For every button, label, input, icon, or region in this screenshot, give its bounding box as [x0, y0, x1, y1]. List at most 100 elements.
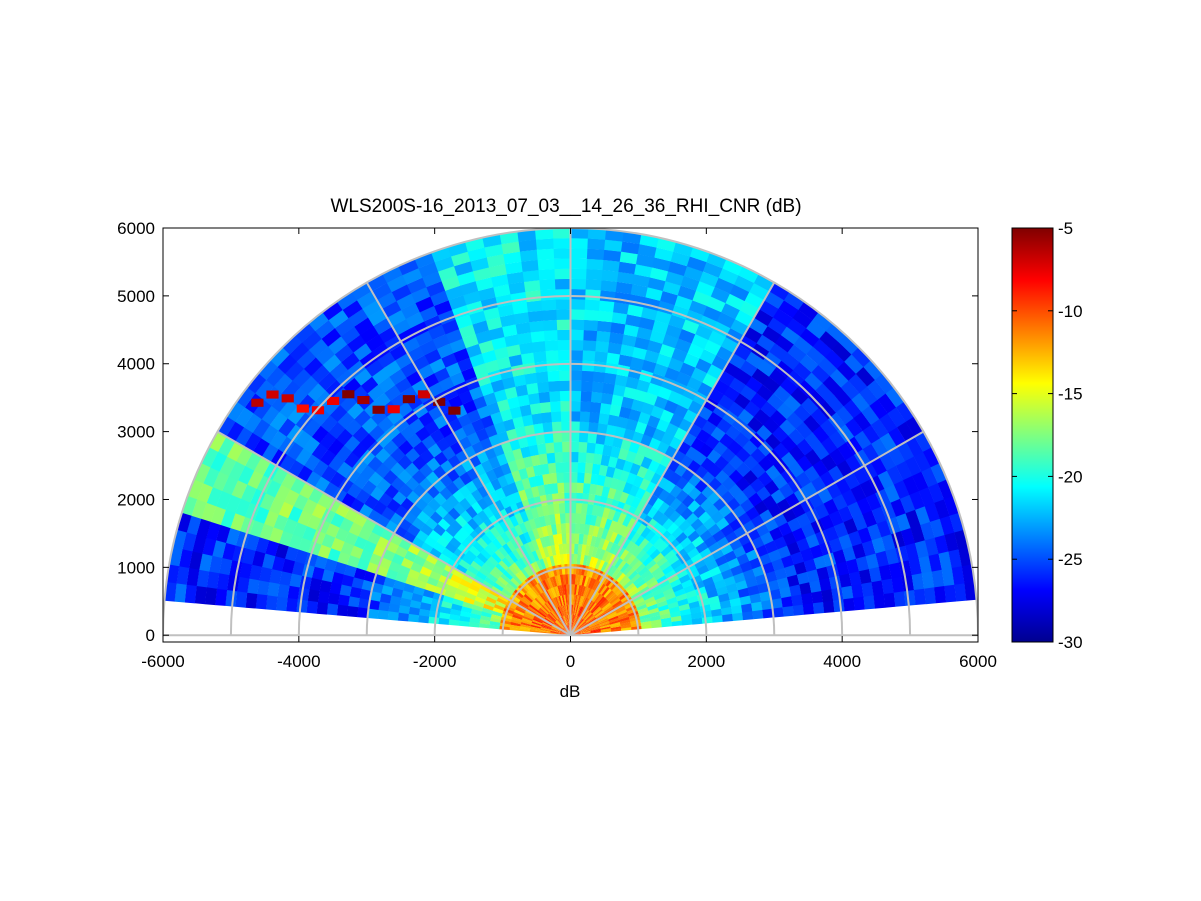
cnr-cell	[440, 352, 458, 368]
cnr-cell	[484, 424, 498, 438]
cnr-cell	[938, 550, 952, 570]
cnr-cell	[563, 615, 568, 626]
cnr-cell	[528, 320, 544, 333]
cnr-cell	[246, 470, 264, 490]
cnr-cell	[822, 600, 835, 613]
cnr-cell	[821, 588, 834, 602]
cnr-cell	[346, 334, 366, 354]
cnr-cell	[645, 559, 657, 570]
x-tick-label: 4000	[823, 652, 861, 671]
cnr-cell	[780, 435, 797, 452]
cnr-cell	[600, 561, 609, 572]
cnr-cell	[679, 275, 700, 291]
cnr-cell	[580, 596, 587, 607]
cnr-cell	[575, 605, 580, 616]
cnr-cell	[617, 354, 633, 367]
cnr-cell	[659, 290, 678, 306]
cnr-cell	[867, 522, 882, 541]
cnr-cell	[600, 454, 611, 467]
cnr-cell	[913, 450, 931, 472]
cnr-cell	[532, 351, 547, 363]
cnr-cell	[472, 541, 485, 553]
cnr-cell	[580, 544, 587, 555]
cnr-cell	[550, 628, 561, 633]
cnr-cell	[514, 512, 524, 525]
cnr-cell	[593, 351, 608, 363]
cnr-cell	[651, 623, 662, 629]
cnr-cell	[586, 587, 593, 599]
cnr-cell	[810, 407, 829, 426]
cnr-cell	[453, 502, 466, 516]
cnr-cell	[743, 291, 765, 309]
cnr-cell	[174, 583, 187, 603]
cnr-cell	[278, 501, 294, 520]
cnr-cell	[510, 594, 521, 603]
cnr-cell	[558, 543, 564, 555]
cnr-cell	[529, 562, 538, 574]
cnr-cell	[573, 543, 579, 555]
cnr-cell	[405, 576, 418, 587]
cnr-cell	[782, 531, 797, 546]
cnr-cell	[569, 350, 583, 361]
cnr-cell	[723, 550, 737, 563]
cnr-cell	[671, 583, 684, 593]
cnr-cell	[461, 334, 479, 349]
cnr-cell	[780, 351, 800, 371]
cnr-cell	[569, 268, 587, 280]
cnr-cell	[469, 257, 489, 272]
cnr-cell	[515, 546, 525, 559]
cnr-cell	[519, 404, 532, 417]
cnr-cell	[441, 319, 459, 335]
cnr-cell	[545, 360, 559, 372]
cnr-cell	[562, 605, 567, 616]
cnr-cell	[723, 385, 741, 402]
cnr-cell	[624, 493, 636, 506]
cnr-cell	[447, 507, 461, 521]
cnr-cell	[337, 594, 350, 607]
cnr-cell	[590, 627, 601, 631]
cnr-cell	[745, 376, 763, 393]
cnr-cell	[265, 540, 279, 557]
cnr-cell	[680, 507, 694, 520]
cnr-cell	[215, 588, 228, 606]
cnr-cell	[583, 523, 590, 535]
cnr-cell	[567, 604, 570, 615]
cnr-cell	[581, 493, 590, 504]
cnr-cell	[365, 334, 385, 353]
cnr-cell	[397, 258, 419, 276]
cnr-cell	[768, 368, 787, 386]
cnr-cell	[359, 588, 372, 601]
cnr-cell	[445, 584, 458, 594]
cnr-cell	[690, 517, 704, 531]
cnr-cell	[861, 539, 876, 557]
cnr-cell	[388, 561, 402, 573]
cnr-cell	[457, 543, 469, 555]
cnr-cell	[853, 430, 872, 450]
cnr-cell	[586, 615, 595, 623]
cnr-cell	[767, 579, 780, 592]
cnr-cell	[346, 483, 362, 499]
cnr-cell	[360, 376, 379, 394]
cnr-cell	[803, 465, 820, 483]
cnr-cell	[850, 392, 870, 413]
cnr-cell	[458, 497, 472, 511]
cnr-cell	[400, 302, 420, 320]
cnr-cell	[853, 595, 865, 611]
cnr-cell	[278, 530, 293, 548]
cnr-cell	[198, 553, 213, 573]
cnr-cell	[517, 489, 528, 502]
cnr-cell	[507, 281, 526, 295]
cnr-cell	[580, 632, 591, 635]
cnr-cell	[735, 579, 748, 591]
cnr-cell	[781, 595, 793, 608]
cnr-cell	[563, 482, 571, 493]
cnr-cell	[805, 345, 826, 365]
cnr-cell	[444, 285, 464, 301]
y-tick-label: 2000	[117, 490, 155, 509]
cnr-cell	[909, 490, 925, 510]
cnr-cell	[507, 580, 518, 590]
cnr-cell	[944, 583, 957, 603]
cnr-cell	[551, 576, 558, 587]
cnr-cell	[753, 308, 774, 327]
cnr-cell	[321, 533, 336, 549]
